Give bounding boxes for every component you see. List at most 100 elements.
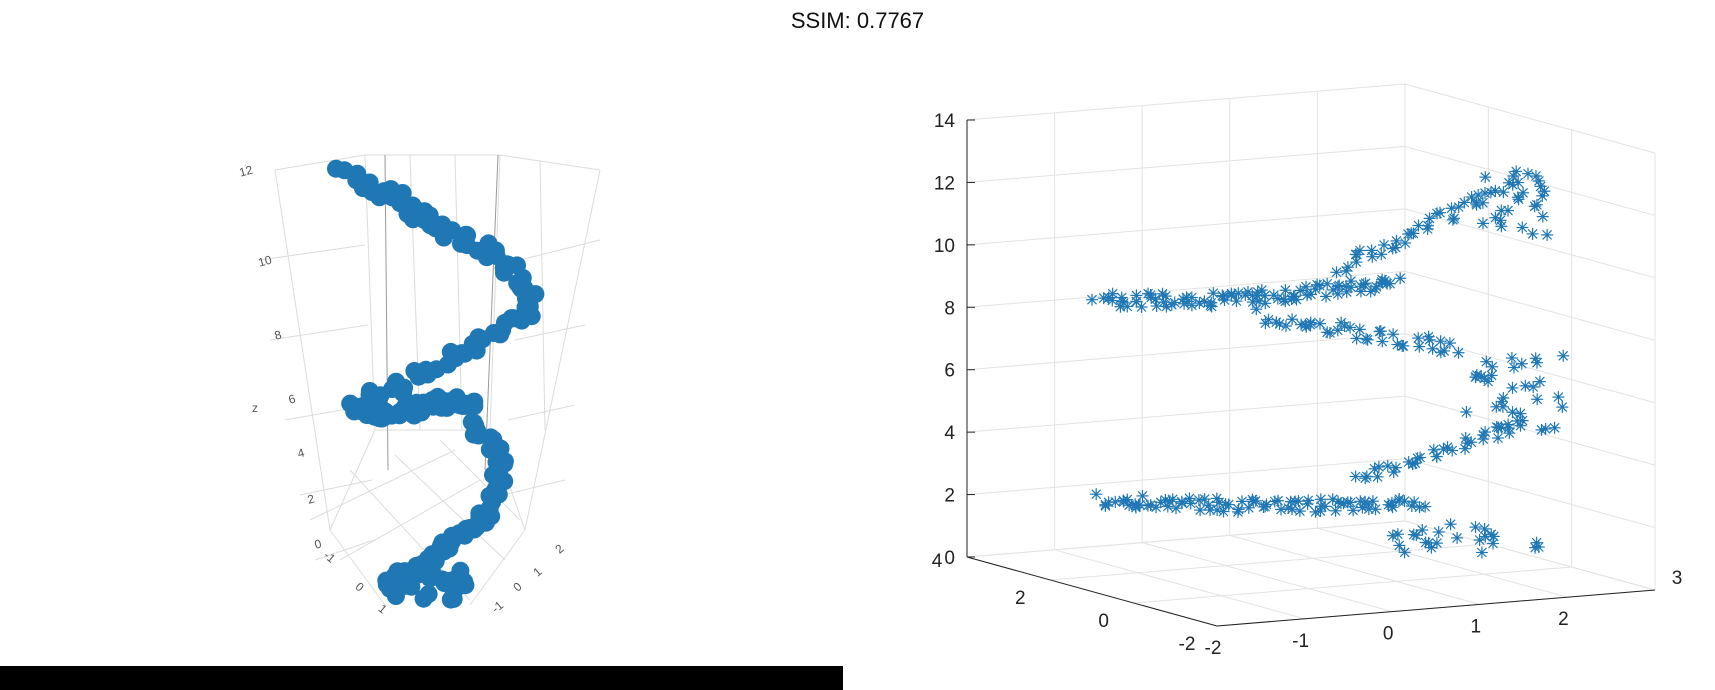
- data-point: [1375, 248, 1388, 261]
- data-point: [1141, 499, 1154, 512]
- grid-line: [1404, 458, 1656, 529]
- grid-line: [314, 539, 375, 561]
- data-point: [1193, 297, 1206, 310]
- grid-line: [259, 244, 366, 261]
- grid-line: [489, 154, 501, 431]
- data-point: [375, 182, 394, 201]
- grid-line: [1054, 549, 1305, 620]
- z-tick-label: 6: [287, 391, 297, 406]
- grid-line: [502, 479, 566, 496]
- data-point: [1532, 541, 1545, 553]
- data-point: [1536, 189, 1549, 202]
- data-point: [1207, 287, 1220, 300]
- x-tick-label: 3: [1672, 568, 1683, 589]
- data-point: [1304, 316, 1317, 329]
- data-point: [1086, 293, 1098, 306]
- data-point: [1257, 501, 1270, 513]
- data-point: [1494, 214, 1507, 227]
- data-point: [1432, 526, 1445, 538]
- grid-line: [966, 395, 1406, 433]
- data-point: [1216, 289, 1229, 302]
- data-point: [444, 589, 463, 608]
- data-point: [1371, 470, 1384, 483]
- data-point: [1341, 496, 1354, 509]
- data-point: [1503, 176, 1515, 189]
- data-point: [1496, 400, 1509, 413]
- grid-line: [499, 154, 601, 171]
- grid-line: [1404, 83, 1656, 154]
- data-point: [1534, 180, 1547, 193]
- data-point: [1443, 337, 1456, 350]
- data-point: [1495, 220, 1508, 233]
- grid-line: [1404, 145, 1656, 216]
- black-bar: [0, 666, 843, 690]
- grid-line: [1404, 208, 1656, 279]
- data-point: [1390, 234, 1403, 247]
- data-point: [1314, 317, 1326, 330]
- data-point: [1331, 287, 1344, 300]
- grid-line: [966, 270, 1406, 308]
- data-point: [1163, 495, 1176, 508]
- data-point: [1347, 504, 1360, 517]
- data-point: [1292, 495, 1305, 508]
- x-tick-label: 0: [1383, 624, 1394, 645]
- data-point: [464, 393, 483, 411]
- grid-line: [1317, 527, 1568, 598]
- data-point: [1168, 296, 1181, 309]
- z-tick-label: 10: [934, 236, 955, 257]
- data-point: [1398, 495, 1411, 508]
- grid-line: [1404, 333, 1656, 404]
- data-point: [1202, 499, 1215, 512]
- data-point: [1198, 493, 1211, 506]
- data-point: [1448, 212, 1461, 225]
- data-point: [1350, 332, 1363, 345]
- data-point: [1508, 361, 1520, 374]
- grid-line: [484, 154, 499, 471]
- data-point: [1506, 381, 1519, 394]
- data-point: [1552, 391, 1565, 404]
- data-point: [1412, 219, 1425, 232]
- data-point: [1301, 289, 1314, 302]
- data-point: [1381, 459, 1394, 472]
- data-point: [1526, 227, 1539, 240]
- data-point: [1353, 323, 1366, 336]
- z-tick-label: 0: [944, 548, 955, 569]
- data-point: [1430, 450, 1443, 463]
- data-point: [1475, 546, 1488, 559]
- data-point: [1136, 489, 1149, 502]
- data-point: [1411, 452, 1424, 465]
- data-point: [1135, 301, 1148, 313]
- data-point: [1349, 470, 1362, 483]
- data-point: [1115, 291, 1128, 304]
- grid-line: [329, 529, 386, 606]
- data-point: [1492, 432, 1504, 444]
- data-point: [1090, 488, 1103, 501]
- data-point: [1528, 200, 1541, 213]
- grid-line: [519, 239, 601, 261]
- data-point: [1286, 313, 1299, 326]
- data-point: [1422, 219, 1434, 232]
- data-point: [1170, 502, 1182, 515]
- data-point: [1413, 340, 1426, 353]
- data-point: [1416, 524, 1429, 536]
- data-point: [1247, 495, 1260, 508]
- data-point: [1353, 244, 1366, 257]
- data-point: [1531, 356, 1543, 369]
- grid-line: [274, 169, 331, 531]
- data-point: [1530, 170, 1542, 182]
- data-point: [1232, 505, 1244, 518]
- data-point: [409, 367, 428, 386]
- data-point: [1369, 503, 1382, 516]
- y-tick-label: -2: [1179, 634, 1196, 655]
- data-point: [1372, 460, 1385, 473]
- data-point: [1451, 531, 1464, 544]
- data-point: [1517, 186, 1530, 199]
- data-point: [1485, 369, 1498, 382]
- data-point: [1479, 426, 1492, 439]
- x-tick-label: -2: [1205, 638, 1222, 659]
- data-point: [1160, 300, 1173, 313]
- data-point: [1329, 504, 1342, 517]
- data-point: [1419, 500, 1432, 513]
- data-point: [443, 221, 462, 240]
